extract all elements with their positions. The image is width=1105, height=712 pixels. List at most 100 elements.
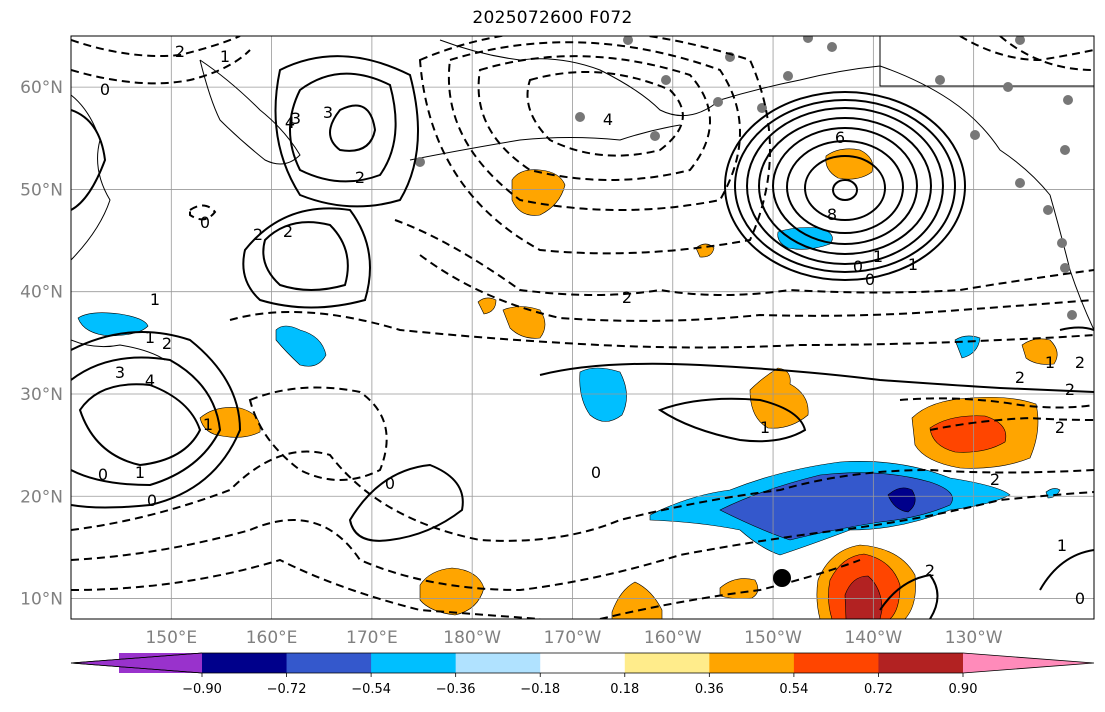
contour-label: 2 bbox=[283, 222, 293, 241]
longitude-labels: 150°E 160°E 170°E 180°W 170°W 160°W 150°W 140°W… bbox=[145, 628, 1002, 648]
colorbar-segment bbox=[878, 653, 964, 673]
contour-label: 2 bbox=[925, 561, 935, 580]
contour-label: 4 bbox=[145, 371, 155, 390]
contour-high bbox=[329, 104, 377, 152]
lon-tick-label: 150°E bbox=[145, 628, 197, 648]
aleutians bbox=[409, 124, 681, 161]
border-canada bbox=[879, 36, 1094, 87]
orange-blob bbox=[477, 297, 497, 315]
contour-high bbox=[274, 55, 419, 208]
blue-blob bbox=[77, 312, 149, 337]
contour-high bbox=[78, 383, 202, 467]
contour-low bbox=[248, 386, 388, 481]
contour-high bbox=[1039, 549, 1094, 591]
contour-label: 1 bbox=[135, 463, 145, 482]
contour-low bbox=[229, 311, 1094, 349]
lon-tick-label: 140°W bbox=[844, 628, 902, 648]
contour-low bbox=[71, 36, 241, 57]
contour-label: 1 bbox=[145, 328, 155, 347]
lat-tick-label: 10°N bbox=[20, 590, 63, 610]
colorbar-tick-label: −0.90 bbox=[182, 682, 222, 697]
contour-low bbox=[899, 397, 1094, 409]
colorbar-segment bbox=[709, 653, 795, 673]
contour-high bbox=[262, 221, 349, 291]
lat-tick-label: 20°N bbox=[20, 487, 63, 507]
contour-label: 2 bbox=[253, 225, 263, 244]
contour-label: 0 bbox=[591, 463, 601, 482]
darkred-blob bbox=[844, 575, 883, 619]
contour-label: 2 bbox=[622, 288, 632, 307]
colorbar-extend-high bbox=[963, 653, 1094, 673]
contour-label: 0 bbox=[1075, 589, 1085, 608]
coastline-kamchatka bbox=[199, 59, 301, 165]
contour-label: 1 bbox=[908, 255, 918, 274]
contour-label: 1 bbox=[150, 290, 160, 309]
contour-high bbox=[289, 72, 397, 183]
contour-low bbox=[71, 450, 1094, 542]
lat-tick-label: 30°N bbox=[20, 385, 63, 405]
contour-label: 0 bbox=[200, 213, 210, 232]
orange-blob bbox=[825, 148, 874, 180]
contour-high bbox=[724, 91, 966, 281]
contour-high bbox=[348, 463, 464, 542]
contour-label: 3 bbox=[323, 103, 333, 122]
blue-blob bbox=[777, 227, 833, 250]
lon-tick-label: 150°W bbox=[744, 628, 802, 648]
contour-label: 0 bbox=[100, 80, 110, 99]
contour-label: 2 bbox=[162, 334, 172, 353]
contour-high bbox=[71, 356, 222, 487]
contour-high bbox=[539, 362, 1094, 393]
contour-label: 8 bbox=[827, 205, 837, 224]
contour-high bbox=[242, 207, 371, 309]
blue-blob bbox=[1045, 488, 1061, 499]
solid-contours bbox=[71, 55, 1094, 619]
colorbar-segment bbox=[793, 653, 879, 673]
lon-tick-label: 170°E bbox=[346, 628, 398, 648]
colorbar-tick-label: 0.36 bbox=[695, 682, 724, 697]
lon-tick-label: 160°E bbox=[246, 628, 298, 648]
contour-label: 4 bbox=[603, 110, 613, 129]
contour-label: 0 bbox=[865, 270, 875, 289]
colorbar-tick-label: −0.18 bbox=[520, 682, 560, 697]
contour-low bbox=[447, 41, 741, 211]
lon-tick-label: 170°W bbox=[544, 628, 602, 648]
contour-label: 2 bbox=[1015, 368, 1025, 387]
contour-label: 1 bbox=[1045, 353, 1055, 372]
contour-low bbox=[929, 416, 1094, 431]
contour-label: 3 bbox=[115, 363, 125, 382]
colorbar-tick-label: 0.18 bbox=[610, 682, 639, 697]
lon-tick-label: 160°W bbox=[644, 628, 702, 648]
contour-label: 2 bbox=[1055, 418, 1065, 437]
map-title: 2025072600 F072 bbox=[472, 8, 633, 28]
colorbar-segment bbox=[286, 653, 372, 673]
contour-label: 2 bbox=[1065, 380, 1075, 399]
lat-tick-label: 50°N bbox=[20, 180, 63, 200]
contour-low bbox=[394, 219, 1094, 296]
lat-tick-label: 60°N bbox=[20, 78, 63, 98]
contour-label: 2 bbox=[1075, 353, 1085, 372]
contour-low bbox=[71, 491, 1094, 592]
colorbar-segment bbox=[371, 653, 457, 673]
colorbar-segment bbox=[455, 653, 541, 673]
contour-label: 0 bbox=[147, 491, 157, 510]
contour-label: 0 bbox=[385, 474, 395, 493]
contour-label: 1 bbox=[1057, 536, 1067, 555]
lat-tick-label: 40°N bbox=[20, 283, 63, 303]
contour-low bbox=[599, 559, 861, 619]
colorbar-segment bbox=[624, 653, 710, 673]
map-frame bbox=[70, 35, 1095, 620]
contour-low bbox=[189, 204, 217, 221]
orange-blob bbox=[511, 169, 566, 216]
contour-high bbox=[657, 397, 807, 443]
contour-low bbox=[419, 254, 1094, 322]
contour-label: 1 bbox=[760, 418, 770, 437]
contour-label: 1 bbox=[873, 247, 883, 266]
contour-high bbox=[1059, 326, 1094, 331]
contour-label: 2 bbox=[990, 470, 1000, 489]
contour-label: 0 bbox=[853, 257, 863, 276]
orange-blob bbox=[502, 306, 546, 339]
contour-label: 0 bbox=[98, 465, 108, 484]
latitude-labels: 60°N 50°N 40°N 30°N 20°N 10°N bbox=[20, 78, 63, 609]
